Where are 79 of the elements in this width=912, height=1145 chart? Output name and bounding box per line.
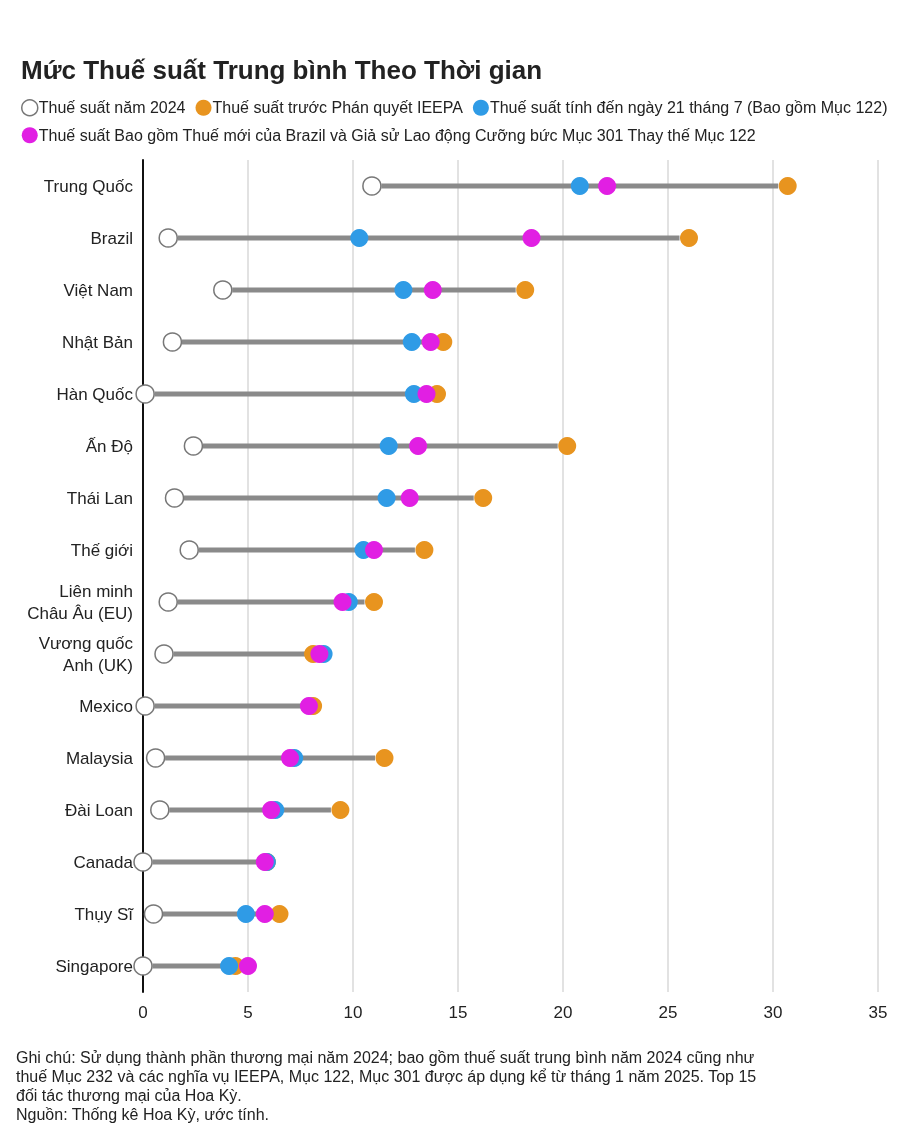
point [522,229,541,247]
point [154,644,174,664]
point [415,541,434,559]
point [558,437,577,455]
point [680,229,698,247]
point [162,332,183,352]
point [402,333,421,351]
y-tick-label: Malaysia [65,748,134,768]
point [135,696,155,716]
y-tick-label: Canada [73,852,134,872]
point [145,748,166,768]
y-tick-label: Trung Quốc [43,176,134,196]
y-tick-label: Mexico [79,696,133,716]
chart-title: Mức Thuế suất Trung bình Theo Thời gian [21,55,543,85]
point [778,177,797,195]
point [133,956,153,976]
point [417,385,436,403]
point [375,749,394,767]
x-tick-label: 10 [343,1003,363,1022]
y-tick-label: Singapore [55,956,133,976]
point [143,904,164,924]
point [423,281,442,299]
y-tick-label: Thế giới [70,540,133,560]
point [365,593,383,611]
point [236,905,255,923]
x-tick-label: 15 [448,1003,468,1022]
x-tick-label: 0 [138,1003,148,1022]
y-tick-label: Việt Nam [63,280,133,300]
y-tick-label: Liên minh Châu Âu (EU) [27,581,133,623]
point [239,957,257,975]
point [133,852,153,872]
point [350,229,369,247]
text: Ghi chú: Sử dụng thành phần thương mại năm 2024; bao gồm thuế suất trung bình năm 2024 cũng như thuế Mục 232 và các nghĩa vụ IEEPA, Mục 122, Mục 301 được áp dụng kể từ tháng 1 năm 2025. Top 15 đối tác thương mại của Hoa Kỳ. [16,1049,761,1104]
legend-label: Thuế suất Bao gồm Thuế mới của Brazil và Giả sử Lao động Cưỡng bức Mục 301 Thay thế Mục 122 [38,126,756,144]
point [179,540,199,560]
point [164,488,185,508]
point [262,801,281,819]
point [213,280,233,300]
point [183,436,204,456]
point [598,177,617,195]
point [220,957,239,975]
point [409,437,428,455]
x-tick-label: 20 [553,1003,573,1022]
y-tick-label: Brazil [90,228,133,248]
y-tick-label: Đài Loan [64,800,133,820]
point [158,592,178,612]
point [400,489,419,507]
point [135,384,155,404]
point [331,801,350,819]
point [379,437,398,455]
y-tick-label: Thái Lan [66,488,133,508]
y-tick-label: Ấn Độ [85,436,133,456]
point [333,593,352,611]
point [570,177,589,195]
point [299,697,318,715]
point [516,281,535,299]
x-tick-label: 5 [243,1003,253,1022]
point [310,645,329,663]
point [255,905,274,923]
y-tick-label: Vương quốc Anh (UK) [38,633,134,675]
point [365,541,383,559]
x-tick-label: 25 [658,1003,678,1022]
legend-label: Thuế suất tính đến ngày 21 tháng 7 (Bao gồm Mục 122) [489,99,888,117]
legend-label: Thuế suất năm 2024 [38,99,186,117]
point [150,800,170,820]
point [394,281,413,299]
point [281,749,299,767]
point [362,176,382,196]
y-tick-label: Hàn Quốc [56,384,134,404]
point [158,228,178,248]
legend-label: Thuế suất trước Phán quyết IEEPA [212,99,464,117]
point [377,489,396,507]
x-tick-label: 30 [763,1003,783,1022]
point [421,333,440,351]
text: Nguồn: Thống kê Hoa Kỳ, ước tính. [16,1106,270,1123]
y-tick-label: Thụy Sĩ [74,904,135,924]
x-tick-label: 35 [868,1003,888,1022]
y-tick-label: Nhật Bản [62,332,133,352]
point [474,489,493,507]
